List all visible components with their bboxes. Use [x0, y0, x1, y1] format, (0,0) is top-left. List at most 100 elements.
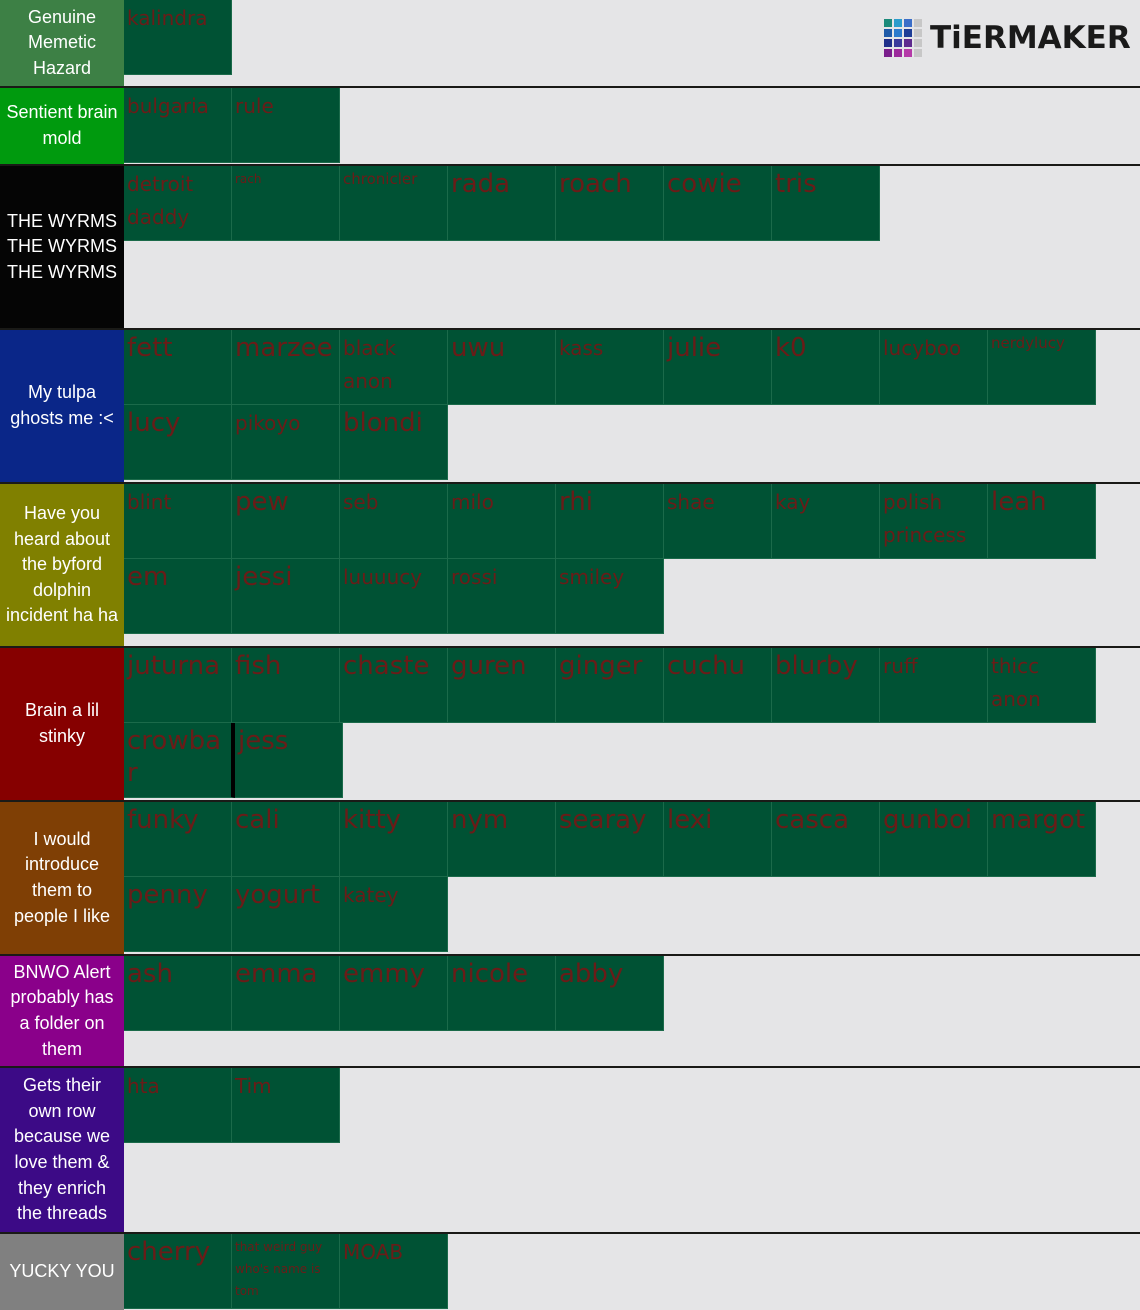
tier-item[interactable]: casca: [772, 802, 880, 877]
tier-item[interactable]: pew: [232, 484, 340, 559]
tier-item[interactable]: kass: [556, 330, 664, 405]
tier-item[interactable]: lexi: [664, 802, 772, 877]
tier-item[interactable]: bulgaria: [124, 88, 232, 163]
tier-item[interactable]: rach: [232, 166, 340, 241]
tier-item[interactable]: nicole: [448, 956, 556, 1031]
logo-grid-square: [914, 49, 922, 57]
tier-items: cherry that weird guy who's name is tom …: [124, 1234, 1140, 1310]
tier-item[interactable]: em: [124, 559, 232, 634]
tier-item[interactable]: MOAB: [340, 1234, 448, 1309]
tier-item[interactable]: julie: [664, 330, 772, 405]
tier-item[interactable]: that weird guy who's name is tom: [232, 1234, 340, 1309]
tier-item[interactable]: crowbar: [124, 723, 235, 798]
tier-item[interactable]: nerdylucy: [988, 330, 1096, 405]
tier-item[interactable]: rada: [448, 166, 556, 241]
tier-label[interactable]: THE WYRMS THE WYRMS THE WYRMS: [0, 166, 124, 328]
tier-item[interactable]: ash: [124, 956, 232, 1031]
tier-item[interactable]: gunboi: [880, 802, 988, 877]
tier-item[interactable]: blint: [124, 484, 232, 559]
tier-item[interactable]: milo: [448, 484, 556, 559]
tier-item[interactable]: lucy: [124, 405, 232, 480]
tier-item[interactable]: blurby: [772, 648, 880, 723]
tier-item[interactable]: lucyboo: [880, 330, 988, 405]
tier-item[interactable]: cuchu: [664, 648, 772, 723]
tier-item[interactable]: luuuucy: [340, 559, 448, 634]
tier-item[interactable]: blondi: [340, 405, 448, 480]
tier-item[interactable]: jess: [235, 723, 343, 798]
tier-item[interactable]: thicc anon: [988, 648, 1096, 723]
tier-item[interactable]: emma: [232, 956, 340, 1031]
tier-item[interactable]: uwu: [448, 330, 556, 405]
tier-item[interactable]: smiley: [556, 559, 664, 634]
tier-label[interactable]: Brain a lil stinky: [0, 648, 124, 800]
tier-item[interactable]: ruff: [880, 648, 988, 723]
tier-item[interactable]: funky: [124, 802, 232, 877]
tier-item[interactable]: leah: [988, 484, 1096, 559]
tier-item[interactable]: nym: [448, 802, 556, 877]
tier-label[interactable]: My tulpa ghosts me :<: [0, 330, 124, 482]
logo-grid-square: [914, 29, 922, 37]
tier-label[interactable]: Genuine Memetic Hazard: [0, 0, 124, 86]
logo-grid-square: [914, 19, 922, 27]
logo-grid-square: [884, 19, 892, 27]
tier-item[interactable]: emmy: [340, 956, 448, 1031]
tier-label[interactable]: Gets their own row because we love them …: [0, 1068, 124, 1232]
tier-item[interactable]: detroit daddy: [124, 166, 232, 241]
tier-label[interactable]: YUCKY YOU: [0, 1234, 124, 1310]
tier-row: BNWO Alert probably has a folder on them…: [0, 956, 1140, 1066]
tier-item[interactable]: pikoyo: [232, 405, 340, 480]
tier-label[interactable]: Have you heard about the byford dolphin …: [0, 484, 124, 646]
tier-item[interactable]: rossi: [448, 559, 556, 634]
logo-grid-square: [904, 19, 912, 27]
tier-item[interactable]: katey: [340, 877, 448, 952]
tier-row: Genuine Memetic Hazard kalindra: [0, 0, 1140, 86]
tier-item[interactable]: rule: [232, 88, 340, 163]
tier-row: Have you heard about the byford dolphin …: [0, 484, 1140, 646]
tier-item[interactable]: rhi: [556, 484, 664, 559]
tier-item[interactable]: shae: [664, 484, 772, 559]
tiermaker-wordmark: TiERMAKER: [930, 20, 1131, 56]
tier-row: YUCKY YOU cherry that weird guy who's na…: [0, 1234, 1140, 1310]
tiermaker-logo[interactable]: TiERMAKER: [884, 19, 1131, 57]
tier-label[interactable]: I would introduce them to people I like: [0, 802, 124, 954]
logo-grid-square: [904, 49, 912, 57]
tier-item[interactable]: yogurt: [232, 877, 340, 952]
tier-item[interactable]: marzee: [232, 330, 340, 405]
tier-item[interactable]: jessi: [232, 559, 340, 634]
tier-item[interactable]: roach: [556, 166, 664, 241]
tier-item[interactable]: fett: [124, 330, 232, 405]
tier-item[interactable]: seb: [340, 484, 448, 559]
logo-grid-square: [894, 39, 902, 47]
tier-item[interactable]: juturna: [124, 648, 232, 723]
tier-item[interactable]: cherry: [124, 1234, 232, 1309]
tier-item[interactable]: abby: [556, 956, 664, 1031]
tier-item[interactable]: k0: [772, 330, 880, 405]
tier-item[interactable]: kay: [772, 484, 880, 559]
tier-item[interactable]: tris: [772, 166, 880, 241]
tier-items: funky cali kitty nym searay lexi casca g…: [124, 802, 1140, 954]
tier-items: detroit daddy rach chronicler rada roach…: [124, 166, 1140, 328]
tier-item[interactable]: Tim: [232, 1068, 340, 1143]
tier-item[interactable]: polish princess: [880, 484, 988, 559]
tier-item[interactable]: guren: [448, 648, 556, 723]
tier-label[interactable]: Sentient brain mold: [0, 88, 124, 164]
tier-item[interactable]: black anon: [340, 330, 448, 405]
tier-item[interactable]: chaste: [340, 648, 448, 723]
logo-grid-square: [894, 49, 902, 57]
logo-grid-square: [884, 29, 892, 37]
tier-item[interactable]: margot: [988, 802, 1096, 877]
tier-item[interactable]: kalindra: [124, 0, 232, 75]
logo-grid-square: [894, 29, 902, 37]
tier-item[interactable]: hta: [124, 1068, 232, 1143]
tier-item[interactable]: chronicler: [340, 166, 448, 241]
tier-item[interactable]: ginger: [556, 648, 664, 723]
tier-label[interactable]: BNWO Alert probably has a folder on them: [0, 956, 124, 1066]
tier-item[interactable]: cowie: [664, 166, 772, 241]
tier-item[interactable]: searay: [556, 802, 664, 877]
tier-item[interactable]: kitty: [340, 802, 448, 877]
tier-item[interactable]: cali: [232, 802, 340, 877]
tier-item[interactable]: penny: [124, 877, 232, 952]
tier-item[interactable]: fish: [232, 648, 340, 723]
logo-grid-square: [904, 39, 912, 47]
tier-items: kalindra: [124, 0, 1140, 86]
